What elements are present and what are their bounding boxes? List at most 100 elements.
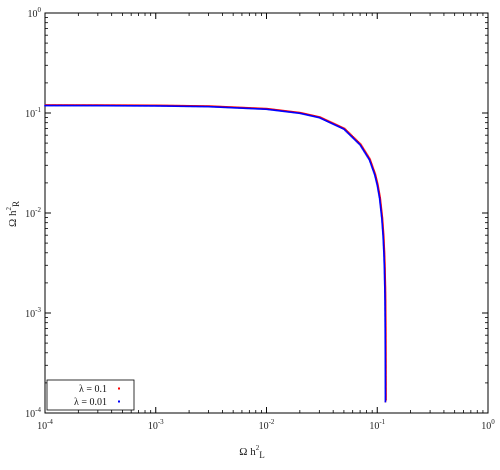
data-point (283, 110, 286, 113)
data-point (383, 257, 385, 260)
legend-marker-lambda-0.1 (118, 387, 120, 390)
data-point (377, 192, 380, 195)
data-point (339, 126, 342, 129)
data-point (335, 124, 338, 127)
data-point (365, 154, 368, 156)
data-point (384, 383, 387, 386)
data-point (370, 164, 373, 167)
data-point (361, 148, 364, 150)
data-point (377, 187, 379, 190)
data-point (384, 292, 386, 295)
data-point (382, 235, 384, 238)
data-point (69, 104, 72, 107)
data-point (384, 394, 387, 397)
data-point (276, 109, 279, 112)
data-point (256, 108, 258, 110)
data-point (381, 218, 383, 221)
data-point (375, 178, 377, 181)
data-point (379, 207, 382, 209)
data-point (355, 139, 357, 142)
data-point (359, 144, 361, 146)
data-point (382, 233, 384, 236)
data-point (376, 184, 379, 186)
data-point (138, 105, 140, 107)
data-point (104, 104, 106, 107)
data-point (145, 105, 147, 107)
data-point (222, 106, 224, 109)
data-point (343, 128, 345, 130)
data-point (210, 105, 212, 108)
data-point (97, 104, 99, 107)
data-point (324, 119, 327, 122)
data-point (213, 106, 216, 108)
data-point (111, 104, 114, 107)
data-point (381, 228, 384, 231)
data-point (116, 104, 118, 107)
data-point (384, 381, 387, 384)
data-point (59, 104, 62, 107)
data-point (384, 365, 387, 368)
data-point (87, 104, 90, 107)
data-point (263, 108, 265, 110)
data-point (375, 179, 377, 182)
data-point (384, 332, 387, 335)
data-point (156, 105, 158, 107)
data-point (130, 105, 133, 107)
data-point (384, 343, 387, 345)
data-point (384, 317, 386, 320)
data-point (383, 285, 386, 288)
data-point (373, 174, 376, 176)
y-tick-label: 10-1 (25, 106, 41, 120)
data-point (383, 250, 385, 253)
data-point (318, 116, 321, 119)
data-point (257, 108, 259, 110)
data-point (384, 392, 387, 394)
data-point (384, 350, 387, 352)
data-point (212, 106, 215, 108)
data-point (250, 107, 252, 110)
y-tick-label: 10-3 (25, 306, 41, 320)
data-point (299, 112, 301, 115)
legend-label-lambda-0.01: λ = 0.01 (74, 397, 107, 408)
data-point (384, 399, 387, 402)
x-tick-label: 10-1 (369, 418, 385, 432)
data-point (291, 111, 294, 114)
data-point (141, 105, 144, 107)
data-point (383, 265, 386, 267)
data-point (272, 109, 275, 111)
data-point (129, 105, 132, 107)
data-point (121, 104, 123, 107)
data-point (194, 105, 197, 108)
data-point (245, 107, 247, 110)
data-point (384, 297, 386, 299)
data-point (379, 205, 382, 208)
data-point (109, 104, 111, 107)
data-point (61, 104, 63, 107)
data-point (127, 105, 129, 107)
data-point (384, 320, 386, 322)
data-point (354, 139, 356, 141)
data-point (89, 104, 92, 107)
data-point (344, 129, 347, 132)
data-point (384, 377, 387, 380)
data-point (201, 105, 204, 108)
data-point (115, 104, 117, 107)
data-point (384, 349, 387, 351)
data-point (136, 105, 139, 107)
data-point (383, 261, 385, 264)
data-point (363, 150, 365, 152)
data-point (252, 107, 255, 110)
data-point (148, 105, 151, 107)
data-point (134, 105, 137, 107)
data-point (384, 303, 386, 305)
data-point (301, 113, 303, 115)
data-point (384, 290, 386, 292)
data-point (169, 105, 171, 107)
data-point (285, 110, 288, 113)
data-point (384, 296, 386, 298)
data-point (319, 117, 322, 119)
data-point (300, 112, 302, 115)
data-point (331, 122, 333, 125)
data-point (235, 107, 238, 109)
data-point (277, 109, 280, 112)
